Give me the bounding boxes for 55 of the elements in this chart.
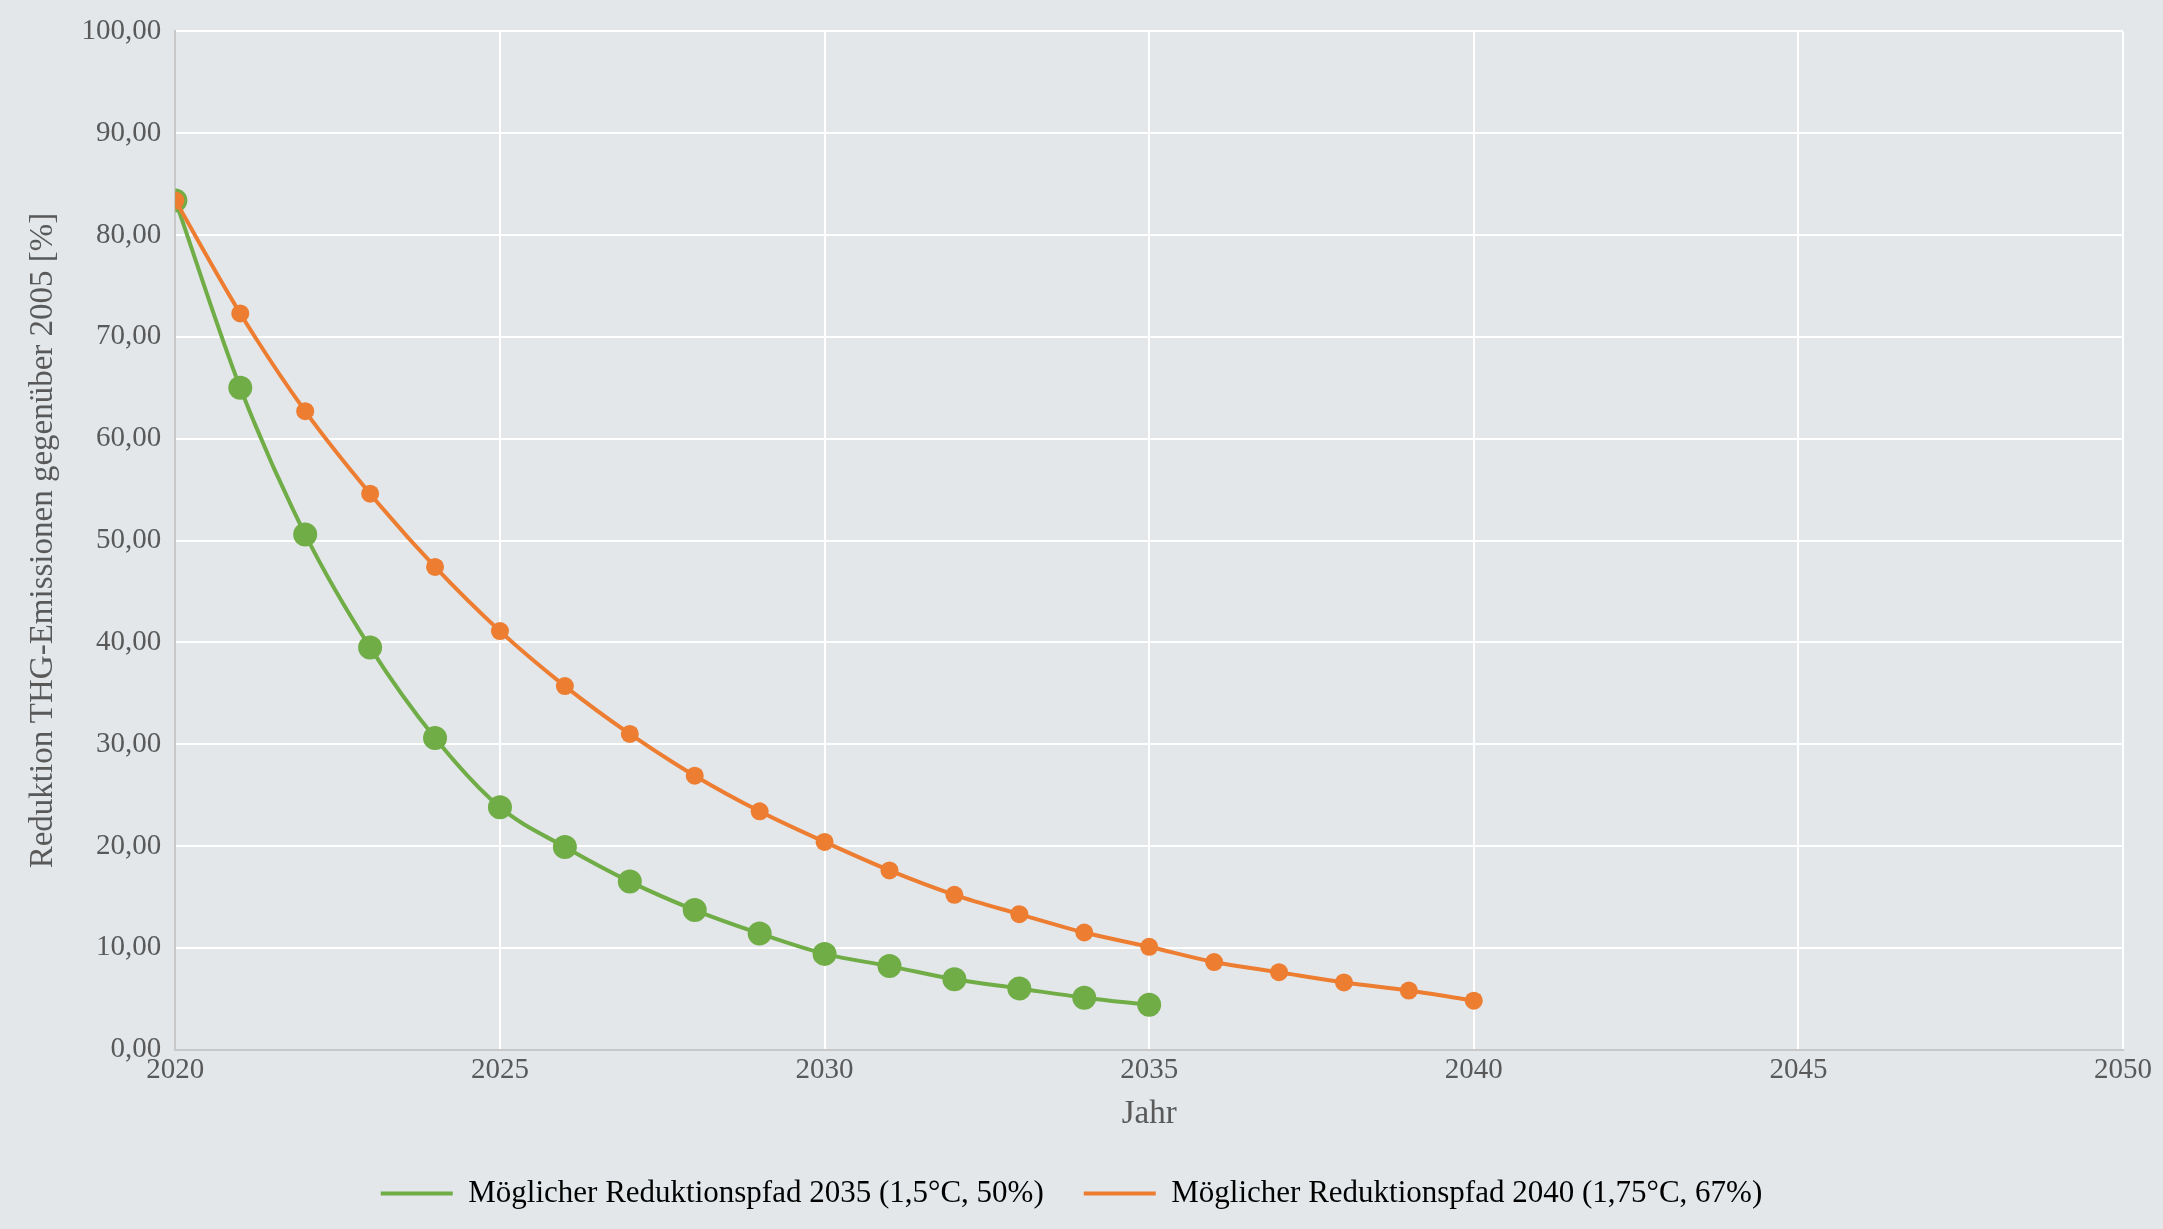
- point: [620, 724, 639, 743]
- y-tick-label: 90,00: [96, 114, 162, 147]
- x-tick-label: 2050: [2094, 1051, 2152, 1084]
- point: [945, 885, 964, 904]
- point: [487, 795, 512, 820]
- point: [1072, 985, 1097, 1010]
- point: [296, 402, 315, 421]
- point: [552, 834, 577, 859]
- point: [747, 921, 772, 946]
- x-tick-label: 2040: [1444, 1051, 1503, 1084]
- point: [815, 832, 834, 851]
- point: [423, 726, 448, 751]
- y-tick-label: 80,00: [96, 216, 162, 249]
- point: [1140, 937, 1159, 956]
- y-tick-label: 100,00: [81, 13, 162, 46]
- legend-label: Möglicher Reduktionspfad 2035 (1,5°C, 50%): [468, 1173, 1044, 1209]
- x-tick-label: 2035: [1120, 1051, 1179, 1084]
- y-axis-title: Reduktion THG-Emissionen gegenüber 2005 [%]: [23, 212, 60, 869]
- point: [293, 522, 318, 547]
- point: [750, 802, 769, 821]
- point: [1334, 973, 1353, 992]
- point: [880, 861, 899, 880]
- y-tick-label: 30,00: [96, 725, 162, 758]
- point: [555, 677, 574, 696]
- y-tick-label: 50,00: [96, 522, 162, 555]
- y-tick-label: 70,00: [96, 318, 162, 351]
- y-tick-label: 40,00: [96, 623, 162, 656]
- point: [942, 967, 967, 992]
- point: [1399, 981, 1418, 1000]
- point: [1007, 976, 1032, 1001]
- point: [1270, 963, 1289, 982]
- point: [617, 869, 642, 894]
- point: [1205, 953, 1224, 972]
- x-tick-label: 2045: [1769, 1051, 1828, 1084]
- legend-label: Möglicher Reduktionspfad 2040 (1,75°C, 67%): [1171, 1173, 1763, 1209]
- x-tick-label: 2030: [795, 1051, 854, 1084]
- point: [877, 954, 902, 979]
- point: [1075, 923, 1094, 942]
- y-tick-label: 10,00: [96, 929, 162, 962]
- point: [812, 941, 837, 966]
- point: [228, 375, 253, 400]
- point: [682, 898, 707, 923]
- point: [490, 622, 509, 641]
- x-tick-label: 2025: [470, 1051, 529, 1084]
- y-tick-label: 20,00: [96, 827, 162, 860]
- point: [361, 484, 380, 503]
- point: [685, 766, 704, 785]
- point: [1137, 992, 1162, 1017]
- point: [358, 635, 383, 660]
- point: [1464, 991, 1483, 1010]
- y-tick-label: 60,00: [96, 420, 162, 453]
- point: [231, 304, 250, 323]
- point: [426, 557, 445, 576]
- point: [1010, 905, 1029, 924]
- x-axis-title: Jahr: [1121, 1093, 1177, 1130]
